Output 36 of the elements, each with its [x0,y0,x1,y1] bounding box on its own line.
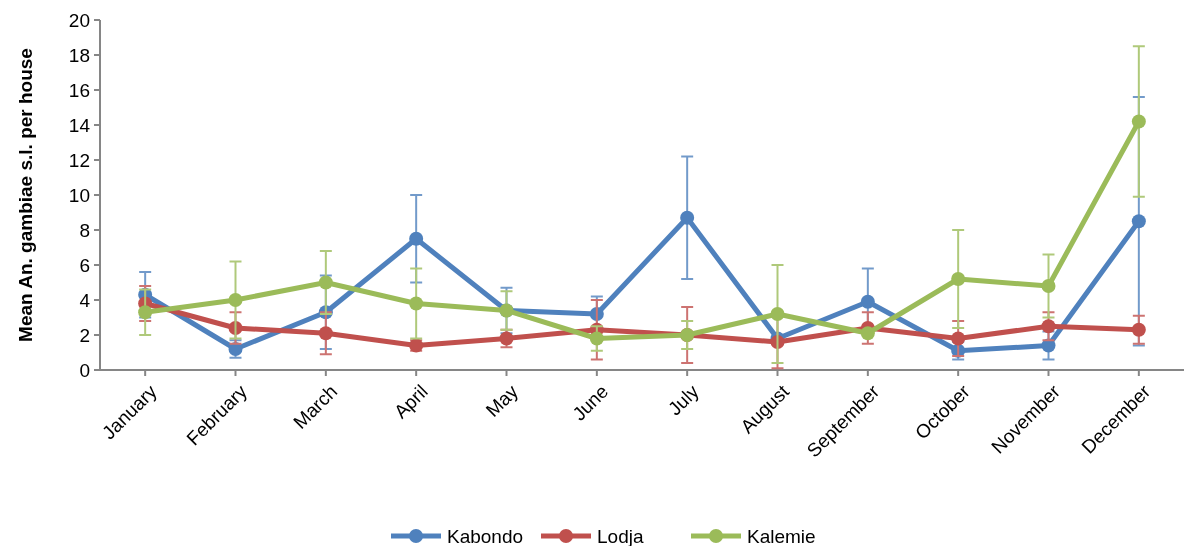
point [1131,114,1146,129]
y-tick-label: 10 [68,184,90,206]
legend-label: Kabondo [447,525,524,546]
y-tick-label: 0 [79,359,90,381]
x-tick-label: May [481,380,523,421]
point [951,331,966,346]
point [770,307,785,321]
y-tick-label: 6 [79,254,90,276]
y-tick-label: 8 [79,219,90,241]
y-tick-label: 2 [79,324,90,346]
point [409,296,424,311]
point [951,272,966,286]
legend-label: Lodja [597,525,644,546]
y-tick-label: 18 [68,44,90,66]
point [680,210,695,225]
point [1041,319,1056,334]
point [589,331,604,346]
y-tick-label: 4 [79,289,91,311]
point [1041,279,1056,293]
point [228,293,243,307]
point [860,294,875,309]
legend-label: Kalemie [747,525,816,546]
point [1041,338,1056,353]
point [1131,322,1146,337]
point [318,326,333,341]
point [409,231,424,246]
point [318,275,333,290]
y-axis-title: Mean An. gambiae s.l. per house [15,48,36,342]
y-tick-label: 14 [68,114,91,136]
point [138,305,153,320]
point [860,326,875,341]
y-tick-label: 20 [68,9,90,31]
point [1131,214,1146,229]
y-tick-label: 16 [68,79,90,101]
y-tick-label: 12 [68,149,90,171]
x-tick-label: July [663,380,704,420]
